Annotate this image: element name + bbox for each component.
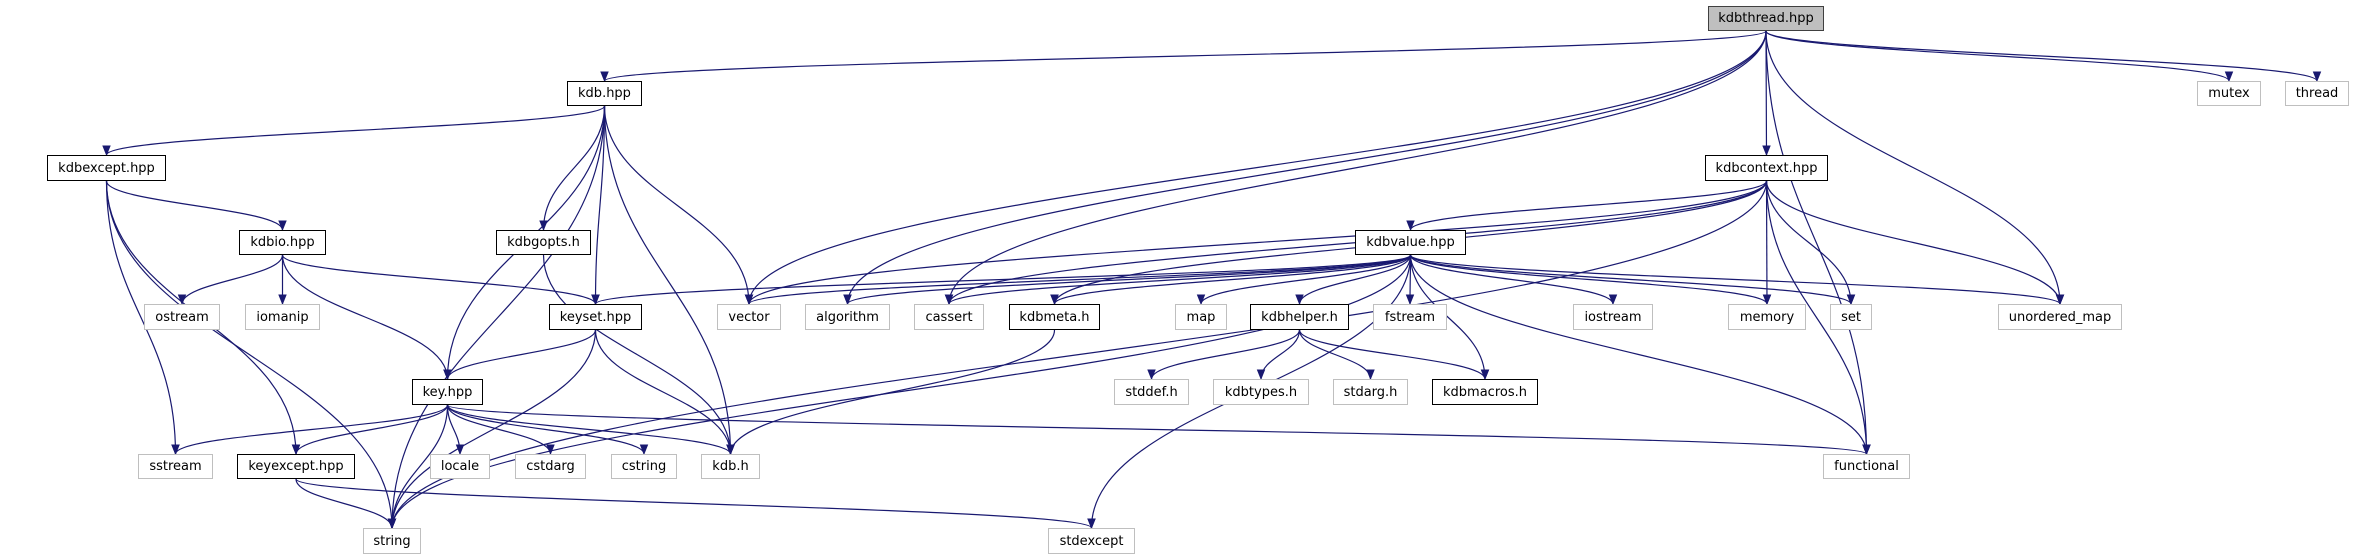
node-keyexcept-hpp[interactable]: keyexcept.hpp	[237, 454, 355, 479]
node-string: string	[363, 528, 421, 554]
edge-kdbcontext-hpp-to-set	[1765, 180, 1856, 306]
edge-kdbvalue-hpp-to-string	[387, 254, 1412, 530]
node-algorithm: algorithm	[805, 304, 890, 330]
edge-kdbhelper-h-to-kdbmacros-h	[1298, 329, 1490, 381]
edge-kdbcontext-hpp-to-memory	[1762, 180, 1772, 306]
edge-kdbvalue-hpp-to-cassert	[944, 254, 1412, 306]
edge-kdbvalue-hpp-to-iostream	[1409, 254, 1618, 306]
node-kdbmacros-h[interactable]: kdbmacros.h	[1432, 379, 1538, 405]
edge-kdbthread-hpp-to-vector	[744, 30, 1767, 306]
node-iomanip: iomanip	[245, 304, 320, 330]
edge-kdbthread-hpp-to-cassert	[944, 30, 1767, 306]
edge-kdbvalue-hpp-to-memory	[1409, 254, 1772, 306]
edge-kdbcontext-hpp-to-vector	[744, 180, 1768, 306]
node-kdbthread-hpp: kdbthread.hpp	[1708, 6, 1824, 31]
node-kdb-hpp[interactable]: kdb.hpp	[567, 81, 642, 106]
node-key-hpp[interactable]: key.hpp	[412, 379, 483, 405]
node-cassert: cassert	[914, 304, 984, 330]
edge-kdbvalue-hpp-to-kdbmacros-h	[1409, 254, 1490, 381]
edge-kdbhelper-h-to-stddef-h	[1147, 329, 1301, 381]
edge-kdbexcept-hpp-to-kdbio-hpp	[105, 180, 287, 232]
node-vector: vector	[717, 304, 781, 330]
edge-kdbio-hpp-to-ostream	[177, 254, 284, 306]
node-kdb-h: kdb.h	[701, 454, 760, 479]
node-mutex: mutex	[2197, 81, 2261, 106]
edge-kdbvalue-hpp-to-unordered-map	[1409, 254, 2065, 306]
node-cstring: cstring	[611, 454, 677, 479]
node-memory: memory	[1728, 304, 1806, 330]
node-sstream: sstream	[138, 454, 213, 479]
node-iostream: iostream	[1573, 304, 1653, 330]
node-ostream: ostream	[144, 304, 220, 330]
node-stddef-h: stddef.h	[1114, 379, 1189, 405]
edge-kdbvalue-hpp-to-algorithm	[843, 254, 1412, 306]
edge-kdbio-hpp-to-key-hpp	[281, 254, 452, 381]
edge-kdbthread-hpp-to-mutex	[1765, 30, 2234, 83]
node-kdbio-hpp[interactable]: kdbio.hpp	[239, 230, 326, 255]
edge-kdb-hpp-to-vector	[603, 105, 754, 306]
edge-key-hpp-to-string	[387, 404, 449, 530]
edge-keyset-hpp-to-string	[387, 329, 597, 530]
node-fstream: fstream	[1373, 304, 1447, 330]
edge-kdbthread-hpp-to-thread	[1765, 30, 2322, 83]
node-stdarg-h: stdarg.h	[1333, 379, 1408, 405]
node-kdbgopts-h[interactable]: kdbgopts.h	[496, 230, 591, 255]
edge-key-hpp-to-cstdarg	[446, 404, 555, 456]
node-locale: locale	[430, 454, 490, 479]
edge-key-hpp-to-sstream	[171, 404, 449, 456]
node-unordered-map: unordered_map	[1998, 304, 2122, 330]
edge-kdbvalue-hpp-to-kdbmeta-h	[1050, 254, 1412, 306]
edge-kdbthread-hpp-to-kdb-hpp	[600, 30, 1767, 83]
edge-kdbvalue-hpp-to-map	[1196, 254, 1412, 306]
edge-kdbio-hpp-to-keyset-hpp	[281, 254, 600, 306]
edge-kdbhelper-h-to-kdbtypes-h	[1256, 329, 1301, 381]
edge-kdbexcept-hpp-to-string	[105, 180, 397, 530]
edge-keyset-hpp-to-kdb-h	[594, 329, 735, 456]
node-kdbmeta-h[interactable]: kdbmeta.h	[1009, 304, 1100, 330]
edge-kdbthread-hpp-to-unordered-map	[1765, 30, 2065, 306]
node-kdbhelper-h[interactable]: kdbhelper.h	[1250, 304, 1349, 330]
edge-kdbvalue-hpp-to-keyset-hpp	[591, 254, 1412, 306]
edge-kdbcontext-hpp-to-kdbvalue-hpp	[1406, 180, 1768, 232]
edge-kdbthread-hpp-to-algorithm	[843, 30, 1767, 306]
edge-kdbhelper-h-to-stdarg-h	[1298, 329, 1375, 381]
edge-kdb-hpp-to-string	[387, 105, 606, 530]
edge-key-hpp-to-keyexcept-hpp	[291, 404, 449, 456]
node-set: set	[1830, 304, 1872, 330]
edge-kdb-hpp-to-keyset-hpp	[591, 105, 606, 306]
node-functional: functional	[1823, 454, 1910, 479]
edge-key-hpp-to-functional	[446, 404, 1871, 456]
edge-kdbgopts-h-to-kdb-h	[542, 254, 735, 456]
edge-keyexcept-hpp-to-stdexcept	[295, 478, 1096, 530]
edge-kdbexcept-hpp-to-sstream	[105, 180, 180, 456]
node-map: map	[1175, 304, 1227, 330]
node-thread: thread	[2285, 81, 2349, 106]
node-kdbvalue-hpp[interactable]: kdbvalue.hpp	[1355, 230, 1466, 255]
node-kdbcontext-hpp[interactable]: kdbcontext.hpp	[1705, 155, 1828, 181]
edge-kdb-hpp-to-kdb-h	[603, 105, 735, 456]
edge-kdbmeta-h-to-kdb-h	[726, 329, 1056, 456]
edge-kdbcontext-hpp-to-unordered-map	[1765, 180, 2065, 306]
node-stdexcept: stdexcept	[1048, 528, 1135, 554]
edge-kdbvalue-hpp-to-kdbhelper-h	[1295, 254, 1412, 306]
edge-key-hpp-to-locale	[446, 404, 465, 456]
edge-kdb-hpp-to-kdbexcept-hpp	[102, 105, 606, 157]
edge-kdbvalue-hpp-to-vector	[744, 254, 1412, 306]
edge-key-hpp-to-kdb-h	[446, 404, 735, 456]
node-kdbtypes-h: kdbtypes.h	[1213, 379, 1309, 405]
edge-kdbvalue-hpp-to-functional	[1409, 254, 1871, 456]
edge-kdbcontext-hpp-to-functional	[1765, 180, 1871, 456]
edge-key-hpp-to-cstring	[446, 404, 649, 456]
edge-kdbvalue-hpp-to-set	[1409, 254, 1856, 306]
node-keyset-hpp[interactable]: keyset.hpp	[549, 304, 642, 330]
edge-keyexcept-hpp-to-string	[295, 478, 397, 530]
edge-kdb-hpp-to-kdbgopts-h	[539, 105, 606, 232]
node-cstdarg: cstdarg	[515, 454, 586, 479]
edge-kdbthread-hpp-to-functional	[1765, 30, 1871, 456]
node-kdbexcept-hpp[interactable]: kdbexcept.hpp	[47, 155, 166, 181]
edge-keyset-hpp-to-key-hpp	[443, 329, 597, 381]
